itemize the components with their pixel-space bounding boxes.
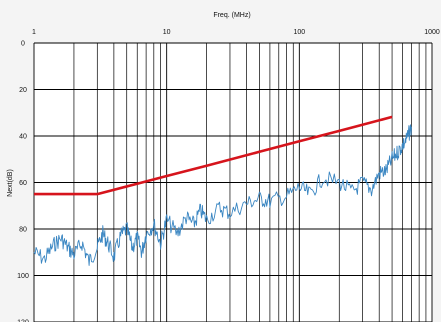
measured-curve — [33, 124, 412, 266]
gridlines — [33, 42, 433, 322]
x-tick-labels: 1 10 100 1000 — [32, 29, 440, 36]
x-tick-label: 1 — [32, 29, 36, 36]
limit-line — [34, 115, 393, 196]
y-tick-label: 60 — [19, 180, 27, 187]
x-tick-label: 100 — [293, 29, 305, 36]
y-tick-label: 120 — [17, 320, 29, 322]
x-axis-title: Freq. (MHz) — [213, 12, 250, 19]
y-axis-title: Next(dB) — [7, 169, 14, 197]
y-tick-label: 0 — [21, 41, 25, 48]
y-tick-label: 80 — [19, 227, 27, 234]
y-tick-label: 100 — [17, 273, 29, 280]
x-tick-label: 1000 — [424, 29, 440, 36]
x-tick-label: 10 — [163, 29, 171, 36]
y-tick-label: 40 — [19, 134, 27, 141]
series-lines — [33, 115, 412, 266]
y-tick-label: 20 — [19, 87, 27, 94]
y-tick-labels: 0 20 40 60 80 100 120 — [17, 41, 29, 322]
